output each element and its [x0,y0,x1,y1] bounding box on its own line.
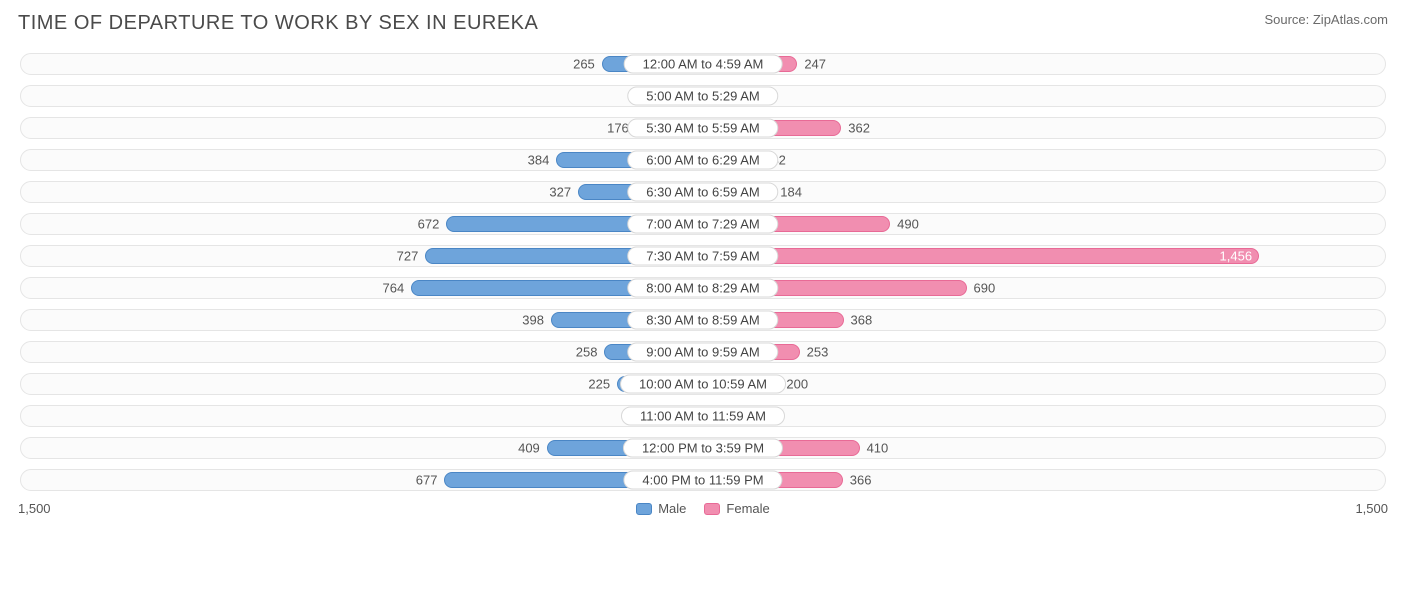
female-value: 368 [843,313,873,328]
male-half: 55 [21,406,703,426]
time-range-label: 6:00 AM to 6:29 AM [627,151,778,170]
chart-footer: 1,500 Male Female 1,500 [18,501,1388,516]
time-range-label: 4:00 PM to 11:59 PM [623,471,782,490]
time-range-label: 8:30 AM to 8:59 AM [627,311,778,330]
female-half: 490 [703,214,1385,234]
male-half: 384 [21,150,703,170]
female-half: 62 [703,406,1385,426]
chart-row: 258 253 9:00 AM to 9:59 AM [20,341,1386,363]
time-range-label: 9:00 AM to 9:59 AM [627,343,778,362]
chart-row: 727 1,456 7:30 AM to 7:59 AM [20,245,1386,267]
female-value: 362 [840,121,870,136]
female-half: 43 [703,86,1385,106]
chart-row: 677 366 4:00 PM to 11:59 PM [20,469,1386,491]
male-value: 384 [528,153,558,168]
male-half: 409 [21,438,703,458]
time-range-label: 8:00 AM to 8:29 AM [627,279,778,298]
male-half: 327 [21,182,703,202]
chart-title: TIME OF DEPARTURE TO WORK BY SEX IN EURE… [18,12,538,35]
female-half: 410 [703,438,1385,458]
male-value: 409 [518,441,548,456]
male-value: 727 [397,249,427,264]
female-half: 253 [703,342,1385,362]
legend-male-label: Male [658,501,686,516]
male-value: 327 [549,185,579,200]
female-half: 1,456 [703,246,1385,266]
diverging-bar-chart: 265 247 12:00 AM to 4:59 AM 68435:00 AM to … [18,53,1388,491]
time-range-label: 6:30 AM to 6:59 AM [627,183,778,202]
male-value: 265 [573,57,603,72]
header: TIME OF DEPARTURE TO WORK BY SEX IN EURE… [18,12,1388,35]
male-value: 225 [588,377,618,392]
female-swatch-icon [704,503,720,515]
time-range-label: 7:00 AM to 7:29 AM [627,215,778,234]
male-half: 727 [21,246,703,266]
chart-row: 556211:00 AM to 11:59 AM [20,405,1386,427]
legend: Male Female [636,501,770,516]
male-half: 176 [21,118,703,138]
chart-row: 327 1846:30 AM to 6:59 AM [20,181,1386,203]
female-bar: 1,456 [703,248,1259,264]
chart-row: 265 247 12:00 AM to 4:59 AM [20,53,1386,75]
female-half: 362 [703,118,1385,138]
male-value: 764 [383,281,413,296]
male-value: 672 [418,217,448,232]
male-half: 258 [21,342,703,362]
time-range-label: 12:00 PM to 3:59 PM [623,439,783,458]
legend-female: Female [704,501,769,516]
time-range-label: 5:00 AM to 5:29 AM [627,87,778,106]
female-half: 366 [703,470,1385,490]
chart-row: 398 368 8:30 AM to 8:59 AM [20,309,1386,331]
male-half: 225 [21,374,703,394]
male-half: 677 [21,470,703,490]
female-value: 1,456 [1220,249,1253,264]
male-value: 398 [522,313,552,328]
axis-right-max: 1,500 [1355,501,1388,516]
time-range-label: 10:00 AM to 10:59 AM [620,375,786,394]
male-half: 398 [21,310,703,330]
axis-left-max: 1,500 [18,501,51,516]
male-swatch-icon [636,503,652,515]
female-half: 142 [703,150,1385,170]
time-range-label: 12:00 AM to 4:59 AM [624,55,783,74]
female-value: 490 [889,217,919,232]
source-attribution: Source: ZipAtlas.com [1264,12,1388,27]
chart-row: 764 690 8:00 AM to 8:29 AM [20,277,1386,299]
male-value: 677 [416,473,446,488]
female-value: 253 [799,345,829,360]
male-half: 265 [21,54,703,74]
male-half: 764 [21,278,703,298]
chart-row: 176 362 5:30 AM to 5:59 AM [20,117,1386,139]
female-half: 247 [703,54,1385,74]
male-half: 68 [21,86,703,106]
male-value: 258 [576,345,606,360]
female-half: 200 [703,374,1385,394]
legend-female-label: Female [726,501,769,516]
female-half: 690 [703,278,1385,298]
legend-male: Male [636,501,686,516]
female-half: 368 [703,310,1385,330]
female-value: 690 [966,281,996,296]
time-range-label: 11:00 AM to 11:59 AM [621,407,785,426]
chart-row: 384 1426:00 AM to 6:29 AM [20,149,1386,171]
chart-row: 225 20010:00 AM to 10:59 AM [20,373,1386,395]
female-half: 184 [703,182,1385,202]
chart-row: 68435:00 AM to 5:29 AM [20,85,1386,107]
chart-row: 672 490 7:00 AM to 7:29 AM [20,213,1386,235]
time-range-label: 7:30 AM to 7:59 AM [627,247,778,266]
chart-row: 409 410 12:00 PM to 3:59 PM [20,437,1386,459]
female-value: 410 [859,441,889,456]
female-value: 247 [796,57,826,72]
male-half: 672 [21,214,703,234]
time-range-label: 5:30 AM to 5:59 AM [627,119,778,138]
female-value: 366 [842,473,872,488]
